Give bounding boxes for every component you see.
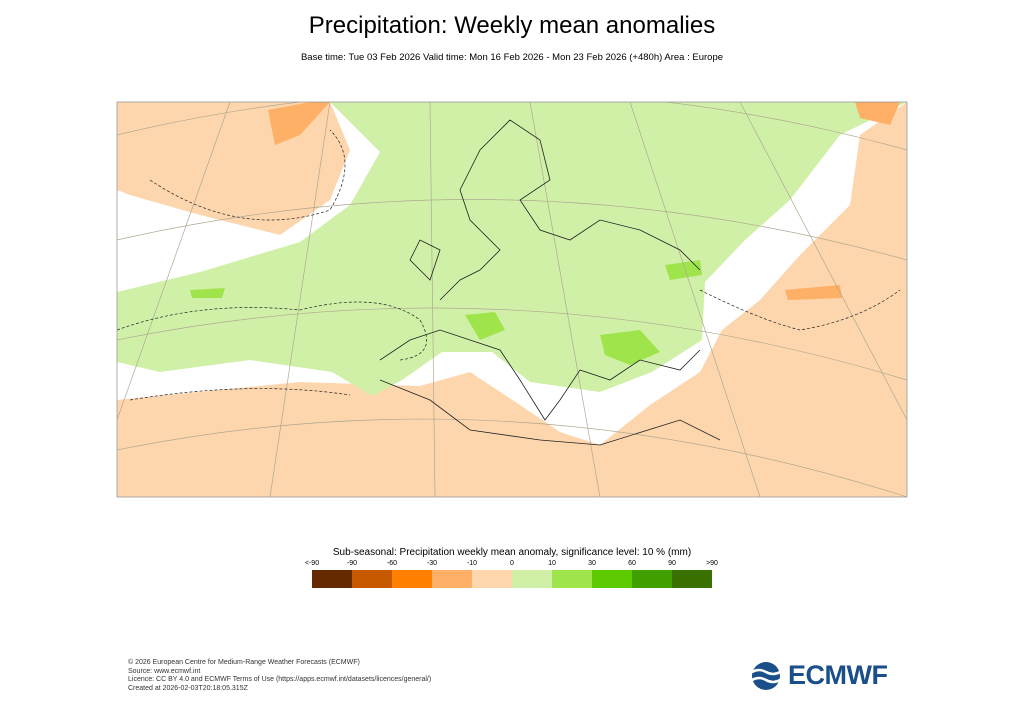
legend-label: -90 — [346, 560, 358, 567]
licence-text: Licence: CC BY 4.0 and ECMWF Terms of Us… — [128, 676, 432, 684]
created-text: Created at 2026-02-03T20:18:05.315Z — [128, 684, 248, 692]
legend-colorbar — [312, 570, 712, 588]
dry-spot-northeast — [855, 102, 900, 125]
wet-spot-balkans — [600, 330, 660, 365]
chart-title: Precipitation: Weekly mean anomalies — [308, 12, 716, 39]
coastlines — [379, 119, 721, 446]
legend-label: 90 — [668, 560, 676, 567]
wet-spot-alps — [465, 312, 505, 340]
ecmwf-logo-icon — [751, 661, 781, 690]
legend-swatch — [432, 570, 472, 588]
legend-label: 60 — [628, 560, 636, 567]
legend-label: 10 — [548, 560, 556, 567]
legend-title: Sub-seasonal: Precipitation weekly mean … — [332, 547, 692, 558]
legend-swatch — [472, 570, 512, 588]
copyright-text: © 2026 European Centre for Medium-Range … — [128, 659, 360, 666]
legend-label: 0 — [510, 560, 514, 567]
dry-spot-caspian — [785, 285, 842, 300]
legend-label: -10 — [466, 560, 478, 567]
wet-region-europe — [117, 102, 907, 396]
graticule — [117, 102, 907, 497]
wet-spot-atlantic — [190, 288, 225, 298]
legend-swatch — [512, 570, 552, 588]
legend-swatch — [672, 570, 712, 588]
legend-swatch — [632, 570, 672, 588]
chart-subtitle: Base time: Tue 03 Feb 2026 Valid time: M… — [300, 52, 724, 63]
significance-contours — [117, 129, 901, 401]
source-text: Source: www.ecmwf.int — [128, 667, 201, 675]
legend-swatch — [592, 570, 632, 588]
legend-label: <-90 — [304, 560, 320, 567]
ecmwf-logo: ECMWF — [748, 660, 888, 691]
ecmwf-logo-text: ECMWF — [788, 660, 888, 690]
legend-label: -60 — [386, 560, 398, 567]
legend-label: >90 — [706, 560, 718, 567]
legend-swatch — [312, 570, 352, 588]
legend-swatch — [352, 570, 392, 588]
dry-region-south-east — [117, 102, 907, 497]
legend-swatch — [552, 570, 592, 588]
dry-region-greenland — [268, 102, 330, 145]
legend-swatch — [392, 570, 432, 588]
legend-label: 30 — [588, 560, 596, 567]
wet-spot-blacksea — [665, 260, 702, 280]
legend-label: -30 — [426, 560, 438, 567]
footer-credits: © 2026 European Centre for Medium-Range … — [128, 659, 431, 693]
map-frame — [116, 101, 908, 498]
